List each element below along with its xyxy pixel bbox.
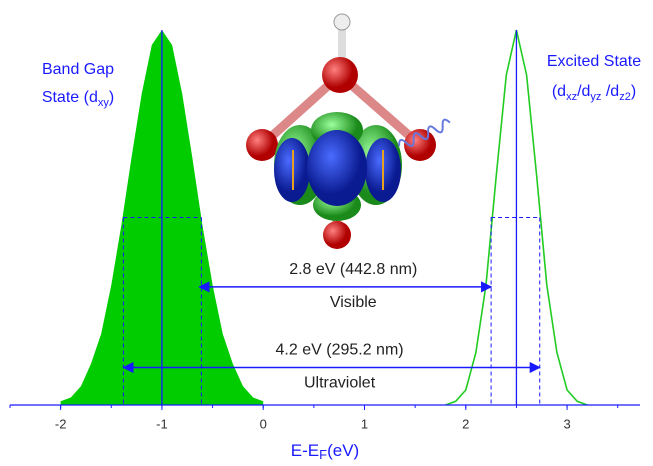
arrow-label: 4.2 eV (295.2 nm) [276,342,404,359]
x-tick-label: -1 [156,416,168,431]
molecule-illustration [246,14,452,249]
state-label: Band Gap [42,61,114,78]
label-part: ) [109,89,114,106]
label-part: /d [577,83,590,100]
label-part: /d [601,83,619,100]
label-part: (d [552,83,566,100]
arrow-sublabel: Ultraviolet [304,375,376,392]
subscript: yz [590,91,601,103]
x-tick-label: 0 [260,416,267,431]
arrow-sublabel: Visible [330,294,377,311]
x-axis-label-unit: (eV) [327,441,359,460]
label-part: State (d [42,89,98,106]
state-label: Excited State [547,53,641,70]
label-part: ) [631,83,636,100]
subscript: xy [98,97,110,109]
state-label: State (dxy) [42,89,114,109]
subscript: xz [566,91,577,103]
state-label: (dxz/dyz /dz2) [552,83,636,103]
x-axis-label: E-EF(eV) [291,441,359,462]
x-axis-label-sub: F [319,447,327,462]
x-axis-label-main: E-E [291,441,319,460]
chart: Band Gap State (dxy) Excited State (dxz/dyz… [0,0,653,466]
x-tick-label: 2 [462,416,469,431]
subscript: z2 [619,91,631,103]
x-tick-label: 3 [563,416,570,431]
x-tick-label: -2 [55,416,67,431]
x-tick-label: 1 [361,416,368,431]
arrow-label: 2.8 eV (442.8 nm) [289,261,417,278]
